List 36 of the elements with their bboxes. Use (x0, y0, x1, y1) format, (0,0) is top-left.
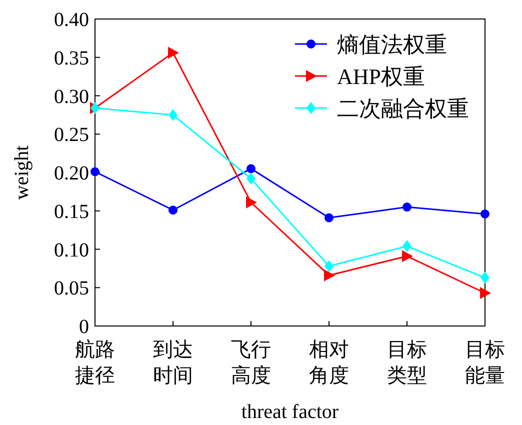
point (168, 206, 178, 215)
point (168, 108, 178, 121)
point (402, 202, 412, 212)
y-tick-label: 0.35 (54, 47, 89, 70)
x-tick-label: 目标能量 (465, 339, 505, 387)
point (480, 272, 490, 284)
x-tick-label: 飞行高度 (231, 339, 271, 387)
y-tick-label: 0 (79, 316, 89, 338)
legend-label: 二次融合权重 (337, 96, 469, 121)
point (168, 46, 179, 59)
y-tick-label: 0.15 (54, 200, 89, 223)
y-tick-label: 0.20 (54, 162, 89, 184)
point (324, 269, 335, 282)
point (402, 250, 413, 262)
x-tick-label: 目标类型 (387, 339, 427, 387)
legend-label: AHP权重 (337, 64, 426, 89)
x-tick-label: 相对角度 (309, 339, 349, 387)
y-tick-label: 0.10 (54, 239, 89, 262)
point (324, 260, 334, 272)
point (324, 213, 334, 222)
x-axis-title: threat factor (241, 401, 339, 423)
y-axis-title: weight (11, 144, 33, 200)
point (246, 172, 256, 185)
x-tick-label: 航路捷径 (75, 339, 115, 387)
y-tick-label: 0.25 (54, 124, 89, 146)
point (246, 164, 256, 174)
legend-label: 熵值法权重 (337, 32, 447, 57)
y-tick-label: 0.40 (54, 9, 89, 31)
point (480, 287, 491, 299)
point (90, 167, 100, 176)
y-tick-label: 0.05 (54, 278, 89, 300)
point (480, 209, 490, 218)
y-tick-label: 0.30 (54, 86, 89, 108)
point (402, 240, 412, 252)
point (246, 196, 257, 208)
x-tick-label: 到达时间 (153, 339, 193, 387)
